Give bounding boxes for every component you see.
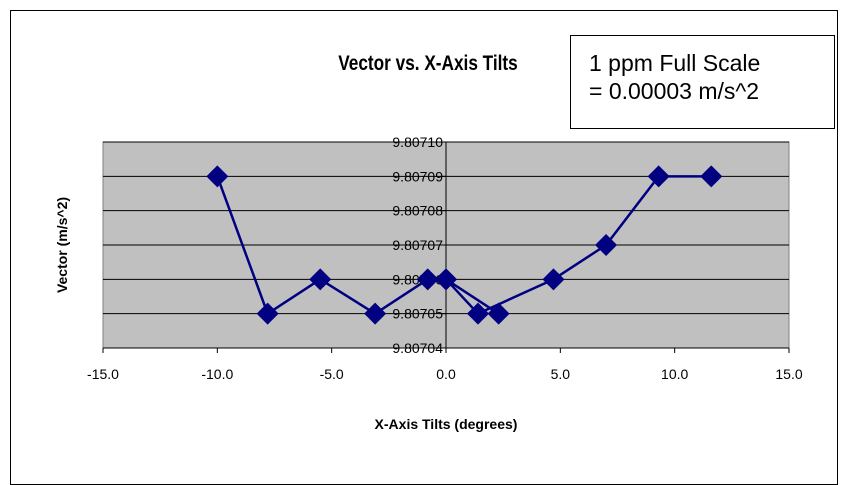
y-tick-label-1: 9.80705 <box>392 306 443 322</box>
data-point-4 <box>416 268 439 291</box>
x-axis-title: X-Axis Tilts (degrees) <box>375 416 518 432</box>
data-point-11 <box>647 165 670 188</box>
chart-title: Vector vs. X-Axis Tilts <box>338 53 517 76</box>
y-tick-label-0: 9.80704 <box>392 340 443 356</box>
x-tick-labels: -15.0 -10.0 -5.0 0.0 5.0 10.0 15.0 <box>87 366 803 382</box>
data-point-0 <box>206 165 229 188</box>
annotation-line-1: 1 ppm Full Scale <box>589 50 761 76</box>
y-tick-label-3: 9.80707 <box>392 237 443 253</box>
x-tick-label-6: 15.0 <box>775 366 802 382</box>
data-point-7 <box>435 268 457 291</box>
data-point-2 <box>309 268 332 291</box>
x-tick-label-3: 0.0 <box>436 366 456 382</box>
annotation-line-2: = 0.00003 m/s^2 <box>589 78 759 104</box>
data-point-12 <box>700 165 723 188</box>
data-point-8 <box>467 302 490 325</box>
annotation-box: 1 ppm Full Scale = 0.00003 m/s^2 <box>570 35 835 129</box>
data-point-1 <box>256 302 279 325</box>
data-point-3 <box>364 302 387 325</box>
data-point-10 <box>595 234 618 256</box>
x-tick-label-4: 5.0 <box>551 366 571 382</box>
y-tick-label-4: 9.80708 <box>392 203 443 219</box>
data-point-6 <box>487 302 510 325</box>
y-tick-labels: 9.807049.807059.807069.807079.807089.807… <box>392 134 443 356</box>
x-tick-label-0: -15.0 <box>87 366 119 382</box>
x-tick-label-1: -10.0 <box>201 366 233 382</box>
y-tick-label-5: 9.80709 <box>392 168 443 184</box>
data-point-9 <box>542 268 565 291</box>
y-axis-title: Vector (m/s^2) <box>54 197 70 293</box>
series-layer <box>206 165 723 325</box>
y-tick-label-6: 9.80710 <box>392 134 443 150</box>
x-tick-label-5: 10.0 <box>661 366 688 382</box>
x-tick-label-2: -5.0 <box>320 366 344 382</box>
